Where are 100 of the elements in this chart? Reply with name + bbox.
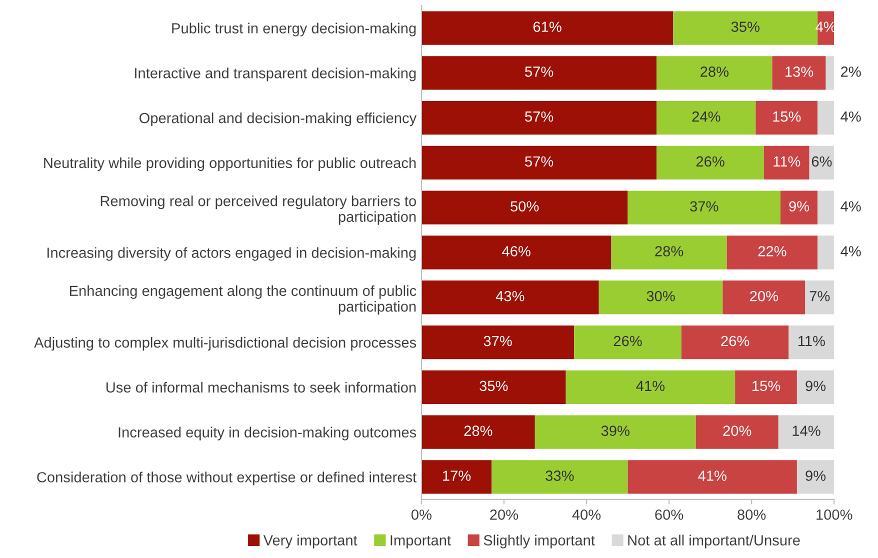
bar: [809, 146, 834, 180]
data-label: 41%: [636, 380, 665, 392]
data-label: 30%: [646, 290, 675, 302]
data-label: 24%: [692, 111, 720, 122]
data-label: 57%: [525, 66, 554, 77]
y-tick-label: Enhancing engagement along the continuum of public participation: [70, 285, 416, 315]
data-label: 17%: [443, 470, 471, 481]
y-tick-label: Consideration of those without expertise or defined interest: [37, 472, 416, 486]
bar: [756, 100, 818, 135]
bar: [796, 460, 834, 494]
bar: [656, 146, 764, 180]
data-label: 9%: [789, 201, 810, 212]
data-label: 13%: [786, 66, 814, 77]
bar: [726, 236, 818, 270]
data-label: 9%: [806, 380, 826, 392]
bar: [421, 236, 612, 270]
data-label: 7%: [810, 291, 830, 302]
data-label: 2%: [841, 66, 861, 77]
data-label: 61%: [533, 22, 562, 32]
y-tick-label: Public trust in energy decision-making: [172, 22, 416, 36]
bar: [788, 325, 834, 360]
data-label: 46%: [502, 246, 530, 256]
x-tick-label: 40%: [572, 510, 601, 520]
data-label: 4%: [840, 246, 861, 256]
bar: [628, 460, 797, 494]
data-label: 11%: [774, 156, 800, 167]
x-tick-label: 80%: [738, 510, 766, 520]
bar: [598, 280, 723, 314]
bar: [421, 370, 566, 404]
bar: [681, 325, 789, 360]
legend-label: Slightly important: [484, 534, 595, 548]
bar: [421, 460, 492, 494]
data-label: 22%: [758, 246, 786, 256]
data-label: 35%: [731, 22, 760, 32]
bar: [421, 11, 674, 45]
data-label: 33%: [546, 470, 574, 481]
data-label: 26%: [721, 336, 750, 346]
data-label: 57%: [525, 111, 554, 122]
bar: [421, 415, 535, 449]
bar: [696, 415, 778, 449]
bar: [566, 370, 736, 404]
data-label: 28%: [464, 426, 492, 436]
y-tick-label: Increasing diversity of actors engaged in decision-making: [48, 247, 416, 261]
bar: [778, 415, 834, 449]
y-tick-label: Neutrality while providing opportunities for public outreach: [44, 157, 416, 172]
bar: [628, 190, 780, 224]
y-tick-label: Increased equity in decision-making outcomes: [118, 426, 416, 440]
data-label: 15%: [752, 380, 780, 392]
x-tick-label: 20%: [490, 510, 518, 520]
bar: [780, 190, 818, 224]
bar: [421, 190, 628, 224]
y-tick-label: Operational and decision-making efficiency: [140, 112, 417, 126]
bar: [722, 280, 806, 314]
bar: [796, 370, 834, 404]
bar: [764, 146, 810, 180]
data-label: 28%: [700, 66, 729, 77]
bar: [534, 415, 696, 449]
bar: [421, 325, 574, 360]
x-tick-label: 60%: [655, 510, 684, 520]
data-label: 37%: [484, 336, 512, 346]
data-label: 20%: [723, 426, 752, 436]
data-label: 28%: [655, 246, 684, 256]
x-tick-label: 100%: [816, 510, 852, 520]
y-tick-label: Use of informal mechanisms to seek information: [106, 382, 416, 393]
data-label: 11%: [798, 336, 825, 346]
data-label: 4%: [840, 111, 861, 122]
x-tick-label: 0%: [411, 510, 432, 520]
bar: [772, 56, 826, 90]
y-tick-label: Interactive and transparent decision-making: [135, 68, 416, 82]
bar: [656, 56, 772, 90]
data-label: 26%: [696, 156, 724, 167]
bar: [421, 100, 657, 135]
legend-label: Not at all important/Unsure: [628, 534, 800, 548]
data-label: 50%: [510, 201, 539, 212]
bar: [421, 56, 657, 90]
data-label: 6%: [812, 156, 832, 167]
data-label: 35%: [480, 380, 508, 392]
data-label: 43%: [496, 290, 524, 302]
bar: [826, 56, 834, 90]
bar: [421, 146, 657, 180]
data-label: 15%: [773, 111, 801, 122]
data-label: 4%: [840, 201, 861, 212]
bar: [818, 100, 834, 135]
data-label: 26%: [614, 336, 642, 346]
data-label: 9%: [806, 470, 826, 481]
data-label: 39%: [601, 426, 630, 436]
legend-label: Very important: [263, 534, 358, 548]
data-label: 20%: [750, 290, 778, 302]
y-tick-label: Removing real or perceived regulatory barriers to participation: [100, 196, 416, 225]
y-tick-label: Adjusting to complex multi-jurisdictional decision processes: [34, 337, 416, 351]
legend-label: Important: [390, 535, 451, 548]
bar: [818, 236, 834, 270]
bar: [421, 280, 599, 314]
bar: [805, 280, 834, 314]
bar: [818, 190, 834, 224]
data-label: 14%: [792, 426, 820, 436]
data-label: 37%: [690, 201, 718, 212]
data-label: 57%: [525, 156, 554, 167]
data-label: 41%: [698, 470, 726, 481]
bar: [574, 325, 682, 360]
